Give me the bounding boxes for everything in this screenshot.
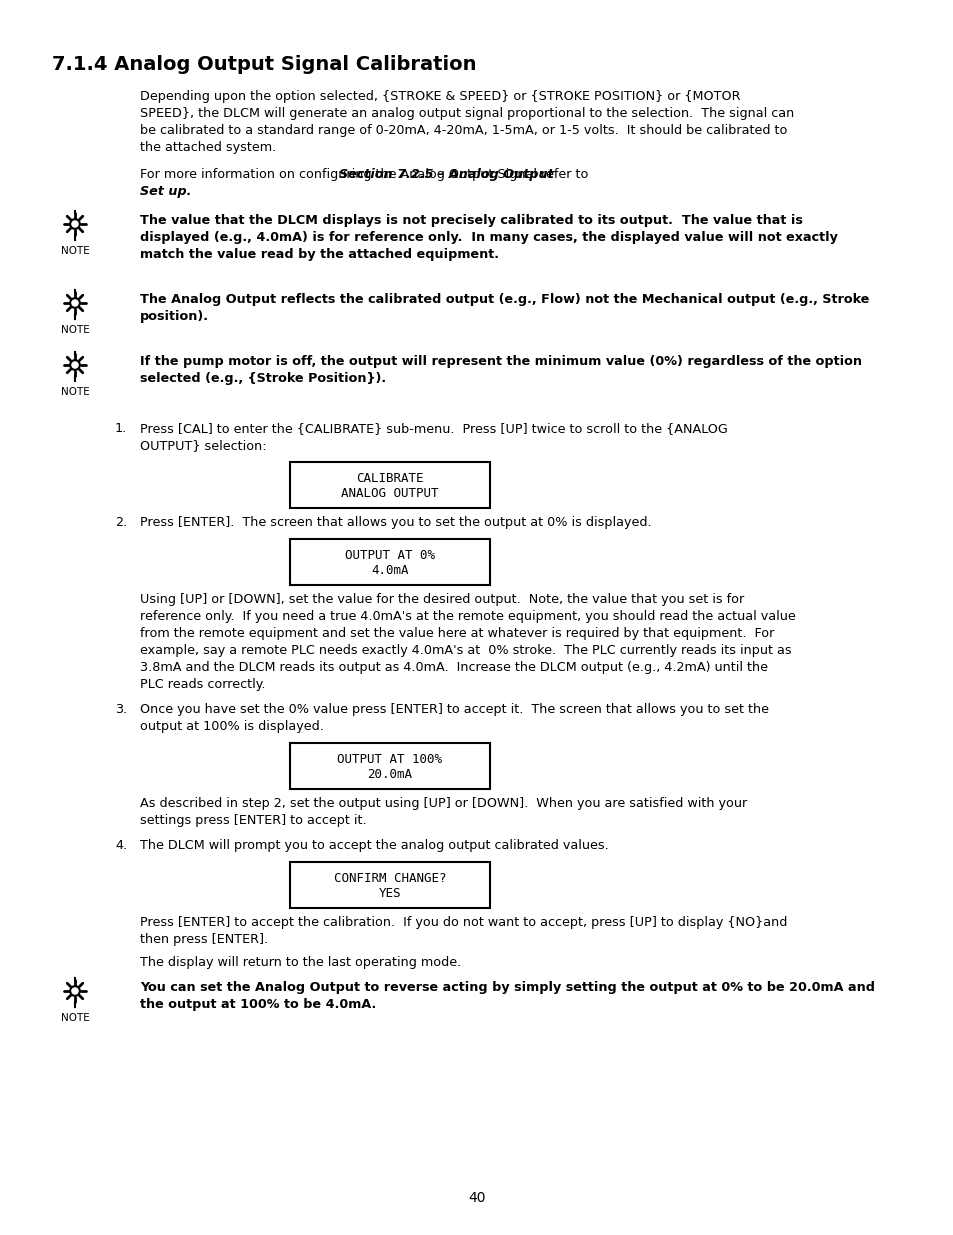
Text: If the pump motor is off, the output will represent the minimum value (0%) regar: If the pump motor is off, the output wil… — [140, 354, 862, 368]
Bar — [290, 862, 490, 908]
Text: 3.: 3. — [115, 703, 127, 716]
Text: ANALOG OUTPUT: ANALOG OUTPUT — [341, 487, 438, 500]
Text: 40: 40 — [468, 1191, 485, 1205]
Text: Section 7.2.5 – Analog Output: Section 7.2.5 – Analog Output — [339, 168, 554, 182]
Text: 4.0mA: 4.0mA — [371, 564, 408, 577]
Text: Press [ENTER] to accept the calibration.  If you do not want to accept, press [U: Press [ENTER] to accept the calibration.… — [140, 916, 786, 929]
Text: NOTE: NOTE — [61, 325, 90, 335]
Text: 1.: 1. — [115, 422, 127, 435]
Text: Set up.: Set up. — [140, 185, 192, 198]
Text: reference only.  If you need a true 4.0mA's at the remote equipment, you should : reference only. If you need a true 4.0mA… — [140, 610, 795, 622]
Text: CONFIRM CHANGE?: CONFIRM CHANGE? — [334, 872, 446, 884]
Text: OUTPUT AT 0%: OUTPUT AT 0% — [345, 548, 435, 562]
Text: output at 100% is displayed.: output at 100% is displayed. — [140, 720, 323, 734]
Text: OUTPUT} selection:: OUTPUT} selection: — [140, 438, 266, 452]
Bar — [290, 743, 490, 789]
Text: The Analog Output reflects the calibrated output (e.g., Flow) not the Mechanical: The Analog Output reflects the calibrate… — [140, 293, 868, 306]
Text: from the remote equipment and set the value here at whatever is required by that: from the remote equipment and set the va… — [140, 627, 774, 640]
Text: PLC reads correctly.: PLC reads correctly. — [140, 678, 265, 692]
Text: the attached system.: the attached system. — [140, 141, 276, 154]
Text: SPEED}, the DLCM will generate an analog output signal proportional to the selec: SPEED}, the DLCM will generate an analog… — [140, 107, 794, 120]
Text: CALIBRATE: CALIBRATE — [355, 472, 423, 484]
Text: 3.8mA and the DLCM reads its output as 4.0mA.  Increase the DLCM output (e.g., 4: 3.8mA and the DLCM reads its output as 4… — [140, 661, 767, 674]
Text: the output at 100% to be 4.0mA.: the output at 100% to be 4.0mA. — [140, 998, 375, 1011]
Text: match the value read by the attached equipment.: match the value read by the attached equ… — [140, 248, 498, 261]
Text: OUTPUT AT 100%: OUTPUT AT 100% — [337, 752, 442, 766]
Text: Press [CAL] to enter the {CALIBRATE} sub-menu.  Press [UP] twice to scroll to th: Press [CAL] to enter the {CALIBRATE} sub… — [140, 422, 727, 435]
Text: The DLCM will prompt you to accept the analog output calibrated values.: The DLCM will prompt you to accept the a… — [140, 839, 608, 852]
Bar — [290, 462, 490, 508]
Text: Using [UP] or [DOWN], set the value for the desired output.  Note, the value tha: Using [UP] or [DOWN], set the value for … — [140, 593, 743, 606]
Text: The display will return to the last operating mode.: The display will return to the last oper… — [140, 956, 460, 969]
Text: displayed (e.g., 4.0mA) is for reference only.  In many cases, the displayed val: displayed (e.g., 4.0mA) is for reference… — [140, 231, 837, 245]
Text: selected (e.g., {Stroke Position}).: selected (e.g., {Stroke Position}). — [140, 372, 386, 385]
Text: Press [ENTER].  The screen that allows you to set the output at 0% is displayed.: Press [ENTER]. The screen that allows yo… — [140, 516, 651, 529]
Text: then press [ENTER].: then press [ENTER]. — [140, 932, 268, 946]
Text: For more information on configuring the Analog Output Signal refer to: For more information on configuring the … — [140, 168, 592, 182]
Text: YES: YES — [378, 887, 401, 900]
Bar — [290, 538, 490, 585]
Text: 7.1.4 Analog Output Signal Calibration: 7.1.4 Analog Output Signal Calibration — [52, 56, 476, 74]
Text: be calibrated to a standard range of 0-20mA, 4-20mA, 1-5mA, or 1-5 volts.  It sh: be calibrated to a standard range of 0-2… — [140, 124, 786, 137]
Text: position).: position). — [140, 310, 209, 324]
Text: example, say a remote PLC needs exactly 4.0mA's at  0% stroke.  The PLC currentl: example, say a remote PLC needs exactly … — [140, 643, 791, 657]
Text: 4.: 4. — [115, 839, 127, 852]
Text: Once you have set the 0% value press [ENTER] to accept it.  The screen that allo: Once you have set the 0% value press [EN… — [140, 703, 768, 716]
Text: 2.: 2. — [115, 516, 127, 529]
Text: NOTE: NOTE — [61, 387, 90, 396]
Text: The value that the DLCM displays is not precisely calibrated to its output.  The: The value that the DLCM displays is not … — [140, 214, 802, 227]
Text: NOTE: NOTE — [61, 1013, 90, 1023]
Text: As described in step 2, set the output using [UP] or [DOWN].  When you are satis: As described in step 2, set the output u… — [140, 797, 746, 810]
Text: NOTE: NOTE — [61, 246, 90, 256]
Text: settings press [ENTER] to accept it.: settings press [ENTER] to accept it. — [140, 814, 366, 827]
Text: You can set the Analog Output to reverse acting by simply setting the output at : You can set the Analog Output to reverse… — [140, 981, 874, 994]
Text: Depending upon the option selected, {STROKE & SPEED} or {STROKE POSITION} or {MO: Depending upon the option selected, {STR… — [140, 90, 740, 103]
Text: 20.0mA: 20.0mA — [367, 768, 412, 781]
